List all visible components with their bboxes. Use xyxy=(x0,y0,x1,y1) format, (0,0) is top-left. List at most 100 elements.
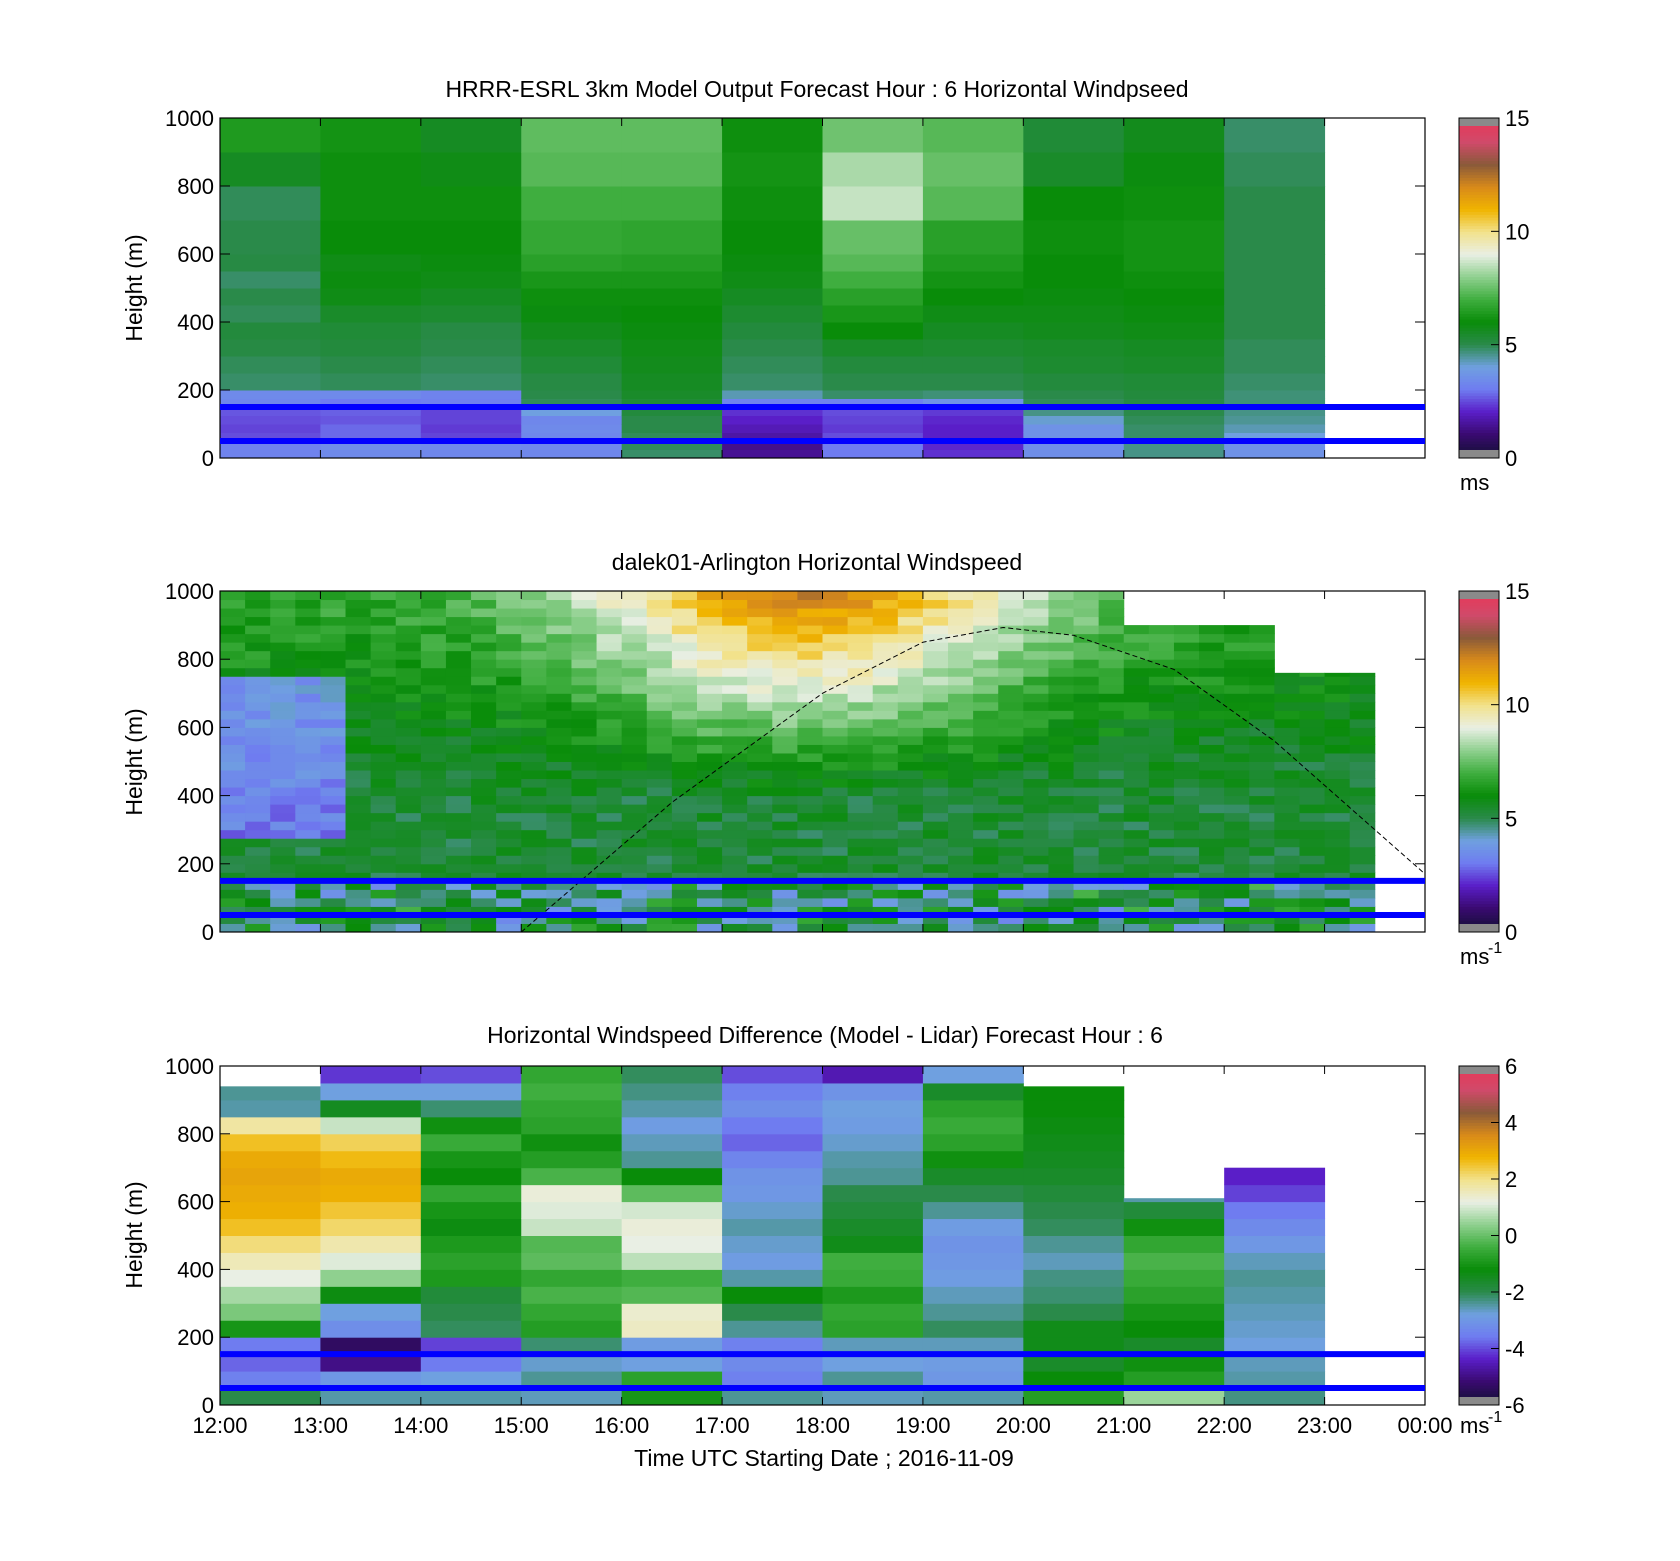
heatmap-cell xyxy=(1173,718,1200,728)
heatmap-cell xyxy=(1224,271,1326,289)
heatmap-cell xyxy=(1349,923,1376,933)
heatmap-cell xyxy=(797,659,823,669)
heatmap-cell xyxy=(1148,770,1175,780)
heatmap-cell xyxy=(1148,872,1175,882)
heatmap-cell xyxy=(1224,415,1326,425)
heatmap-cell xyxy=(521,770,547,780)
heatmap-cell xyxy=(671,863,698,873)
heatmap-cell xyxy=(696,616,723,626)
colorbar-segment xyxy=(1459,770,1499,774)
heatmap-cell xyxy=(395,770,422,780)
x-tick-label: 20:00 xyxy=(996,1413,1051,1438)
heatmap-cell xyxy=(1249,718,1275,728)
heatmap-cell xyxy=(345,914,372,924)
heatmap-cell xyxy=(420,821,447,831)
heatmap-cell xyxy=(445,770,472,780)
heatmap-cell xyxy=(420,356,522,374)
heatmap-cell xyxy=(621,701,648,711)
heatmap-cell xyxy=(822,880,849,890)
heatmap-cell xyxy=(671,795,698,805)
heatmap-cell xyxy=(1073,693,1100,703)
heatmap-cell xyxy=(1098,642,1125,652)
heatmap-cell xyxy=(621,906,648,916)
heatmap-cell xyxy=(1199,812,1225,822)
heatmap-cell xyxy=(722,616,748,626)
heatmap-cell xyxy=(345,812,372,822)
heatmap-cell xyxy=(270,880,296,890)
heatmap-cell xyxy=(948,923,974,933)
colorbar-segment xyxy=(1459,872,1499,876)
heatmap-cell xyxy=(1048,787,1075,797)
heatmap-cell xyxy=(747,863,773,873)
heatmap-cell xyxy=(646,787,673,797)
heatmap-cell xyxy=(1023,407,1125,416)
heatmap-cell xyxy=(722,684,748,694)
heatmap-cell xyxy=(822,322,924,340)
heatmap-cell xyxy=(295,650,321,660)
heatmap-cell xyxy=(1224,804,1250,814)
colorbar-segment xyxy=(1459,347,1499,351)
heatmap-cell xyxy=(220,608,246,618)
heatmap-cell xyxy=(1098,667,1125,677)
heatmap-cell xyxy=(1299,914,1326,924)
heatmap-cell xyxy=(621,1320,723,1338)
colorbar-segment xyxy=(1459,1173,1499,1177)
heatmap-cell xyxy=(722,889,748,899)
heatmap-cell xyxy=(445,846,472,856)
heatmap-cell xyxy=(1048,821,1075,831)
heatmap-cell xyxy=(948,727,974,737)
colorbar-segment xyxy=(1459,392,1499,397)
heatmap-cell xyxy=(922,1133,1024,1152)
heatmap-cell xyxy=(872,795,899,805)
heatmap-cell xyxy=(270,889,296,899)
heatmap-cell xyxy=(847,804,874,814)
heatmap-cell xyxy=(621,220,723,255)
heatmap-cell xyxy=(1123,889,1150,899)
colorbar-segment xyxy=(1459,1108,1499,1112)
heatmap-cell xyxy=(772,846,798,856)
heatmap-cell xyxy=(1023,829,1049,839)
colorbar-tick-label: 10 xyxy=(1505,219,1529,244)
heatmap-cell xyxy=(521,356,623,374)
colorbar-segment xyxy=(1459,690,1499,694)
colorbar-segment xyxy=(1459,1232,1499,1236)
heatmap-cell xyxy=(822,727,849,737)
heatmap-cell xyxy=(621,897,648,907)
heatmap-cell xyxy=(1148,889,1175,899)
heatmap-cell xyxy=(671,889,698,899)
heatmap-cell xyxy=(320,449,422,459)
heatmap-cell xyxy=(722,727,748,737)
colorbar-segment xyxy=(1459,324,1499,329)
heatmap-cell xyxy=(220,804,246,814)
colorbar-segment xyxy=(1459,443,1499,448)
heatmap-cell xyxy=(1048,608,1075,618)
heatmap-cell xyxy=(1224,186,1326,221)
colorbar-segment xyxy=(1459,222,1499,227)
heatmap-cell xyxy=(370,923,397,933)
heatmap-cell xyxy=(1173,676,1200,686)
heatmap-cell xyxy=(395,829,422,839)
heatmap-cell xyxy=(395,838,422,848)
panel-3-plot xyxy=(220,1066,1326,1406)
heatmap-cell xyxy=(1349,735,1376,745)
heatmap-cell xyxy=(571,650,598,660)
heatmap-cell xyxy=(1023,1184,1125,1203)
heatmap-cell xyxy=(1098,659,1125,669)
heatmap-cell xyxy=(1324,880,1351,890)
heatmap-cell xyxy=(1023,889,1049,899)
heatmap-cell xyxy=(370,693,397,703)
heatmap-cell xyxy=(1098,855,1125,865)
colorbar-segment xyxy=(1459,1382,1499,1386)
colorbar-segment xyxy=(1459,231,1499,235)
heatmap-cell xyxy=(220,812,246,822)
heatmap-cell xyxy=(1274,923,1300,933)
colorbar-segment xyxy=(1459,1342,1499,1347)
heatmap-cell xyxy=(420,1201,522,1220)
heatmap-cell xyxy=(1098,863,1125,873)
heatmap-cell xyxy=(220,1099,321,1118)
heatmap-cell xyxy=(571,829,598,839)
heatmap-cell xyxy=(973,872,999,882)
heatmap-cell xyxy=(320,254,422,272)
heatmap-cell xyxy=(1224,288,1326,306)
heatmap-cell xyxy=(1123,1388,1225,1406)
